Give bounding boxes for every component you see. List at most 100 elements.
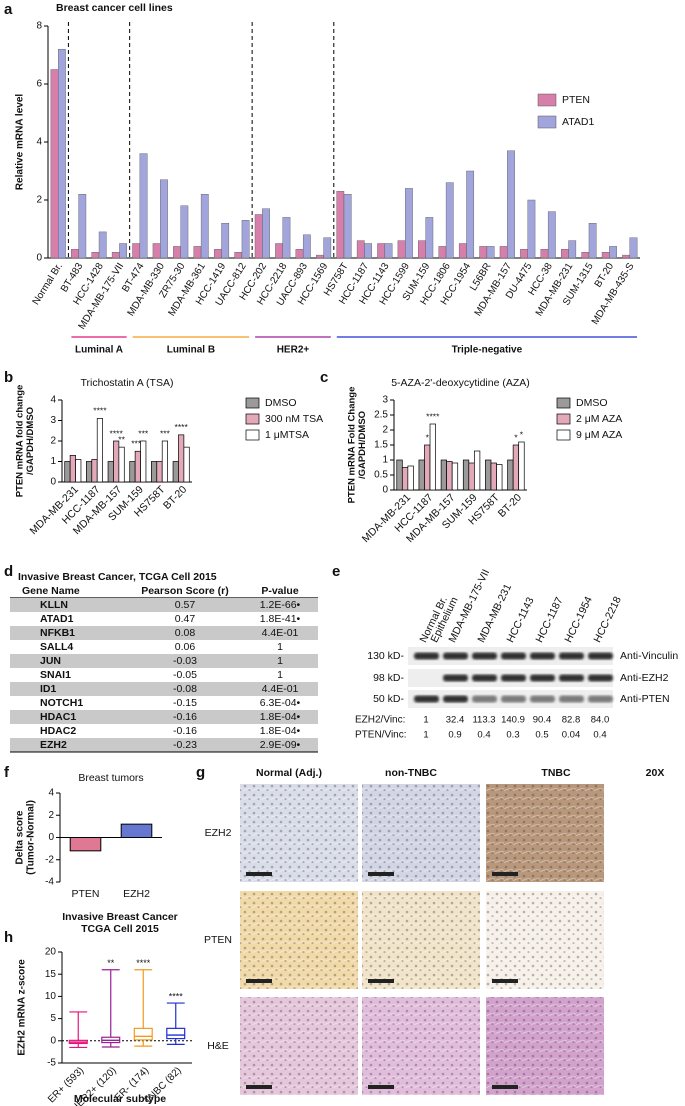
bar [479, 246, 488, 259]
bar [407, 465, 414, 491]
table-cell: -0.16 [173, 725, 197, 737]
table-cell: 1.2E-66• [260, 599, 301, 611]
bar [396, 459, 403, 491]
bar [622, 254, 630, 259]
bar [520, 249, 528, 259]
y-axis-label: Delta score [15, 810, 26, 864]
y-axis-label: PTEN mRNA Fold Change [347, 387, 358, 504]
bar [129, 461, 136, 483]
bar [119, 243, 127, 259]
column-header: Normal (Adj.) [256, 767, 322, 779]
row-label: H&E [207, 1040, 229, 1052]
quant-value: 113.3 [472, 715, 495, 726]
legend-label: 300 nM TSA [265, 413, 323, 425]
group-label: HER2+ [277, 345, 310, 356]
blot-band [472, 652, 497, 660]
bar [561, 249, 569, 259]
blot-band [588, 695, 613, 703]
table-row-bg [10, 612, 318, 626]
significance-label: **** [136, 958, 151, 968]
antibody-label: Anti-EZH2 [620, 672, 669, 684]
table-cell: SNAI1 [40, 669, 71, 681]
bar [507, 150, 515, 259]
histology-texture [240, 997, 358, 1095]
y-tick-label: 3 [382, 395, 388, 406]
lane-label: HCC-1954 [562, 595, 595, 645]
bar [262, 208, 270, 259]
bar [547, 211, 556, 259]
significance-label: *** [160, 428, 171, 438]
bar [58, 49, 66, 259]
table-cell: 6.3E-04• [260, 697, 301, 709]
table-cell: HDAC1 [40, 711, 76, 723]
table-cell: 2.9E-09• [260, 739, 301, 751]
table-cell: KLLN [40, 599, 68, 611]
legend-swatch [245, 429, 260, 441]
significance-label: **** [110, 428, 124, 438]
y-tick-label: 4 [36, 137, 42, 148]
blot-band [443, 695, 468, 703]
table-header-bg [10, 584, 318, 598]
bar [401, 467, 409, 491]
bar [336, 191, 345, 259]
x-tick-label: BT-20 [496, 491, 524, 519]
table-row-bg [10, 682, 318, 696]
bar [490, 462, 497, 491]
chart-title: TCGA Cell 2015 [81, 923, 159, 935]
group-label: Luminal A [75, 345, 123, 356]
histology-texture [362, 997, 480, 1095]
bar [64, 461, 71, 483]
significance-label: *** [138, 428, 149, 438]
panel-label: e [332, 563, 340, 580]
significance-label: * [426, 432, 430, 442]
bar [438, 246, 447, 259]
scale-bar [368, 872, 394, 876]
significance-label: * [514, 432, 518, 442]
group-label: Triple-negative [452, 345, 523, 356]
blot-band [588, 674, 613, 682]
table-row-bg [10, 724, 318, 738]
table-header: Pearson Score (r) [141, 585, 229, 597]
bar [629, 237, 638, 259]
bar [581, 251, 590, 259]
y-tick-label: 4 [48, 788, 54, 799]
scale-bar [492, 979, 518, 983]
quant-value: 140.9 [501, 715, 525, 726]
bar [499, 246, 508, 259]
bar [397, 240, 406, 259]
legend-label: 9 μM AZA [576, 429, 622, 441]
y-tick-label: 2.5 [374, 410, 388, 421]
bar [275, 243, 283, 259]
legend-swatch [245, 413, 260, 425]
quant-value: 1 [423, 715, 428, 726]
table-header: Gene Name [22, 585, 80, 597]
table-cell: EZH2 [40, 739, 67, 751]
bar [440, 459, 447, 491]
bar [445, 182, 454, 259]
table-cell: SALL4 [40, 641, 73, 653]
y-tick-label: 6 [36, 79, 42, 90]
table-row-bg [10, 626, 318, 640]
blot-band [530, 674, 555, 682]
bar [609, 246, 617, 259]
column-header: TNBC [541, 767, 571, 779]
quant-value: 82.8 [562, 715, 581, 726]
y-axis-label: /GAPDH/DMSO [357, 411, 368, 479]
legend-label: DMSO [576, 397, 608, 409]
bar [180, 205, 189, 259]
bar [172, 461, 179, 483]
table-cell: 1 [277, 641, 283, 653]
bar [120, 823, 153, 839]
table-row-bg [10, 696, 318, 710]
table-cell: HDAC2 [40, 725, 76, 737]
bar [425, 217, 434, 259]
table-row-bg [10, 640, 318, 654]
significance-label: **** [93, 406, 107, 416]
x-tick-label: PTEN [71, 888, 99, 900]
bar [71, 249, 79, 259]
quant-value: 0.9 [448, 730, 461, 741]
bar [221, 222, 230, 259]
bar [140, 440, 147, 483]
quant-value: 0.4 [477, 730, 490, 741]
